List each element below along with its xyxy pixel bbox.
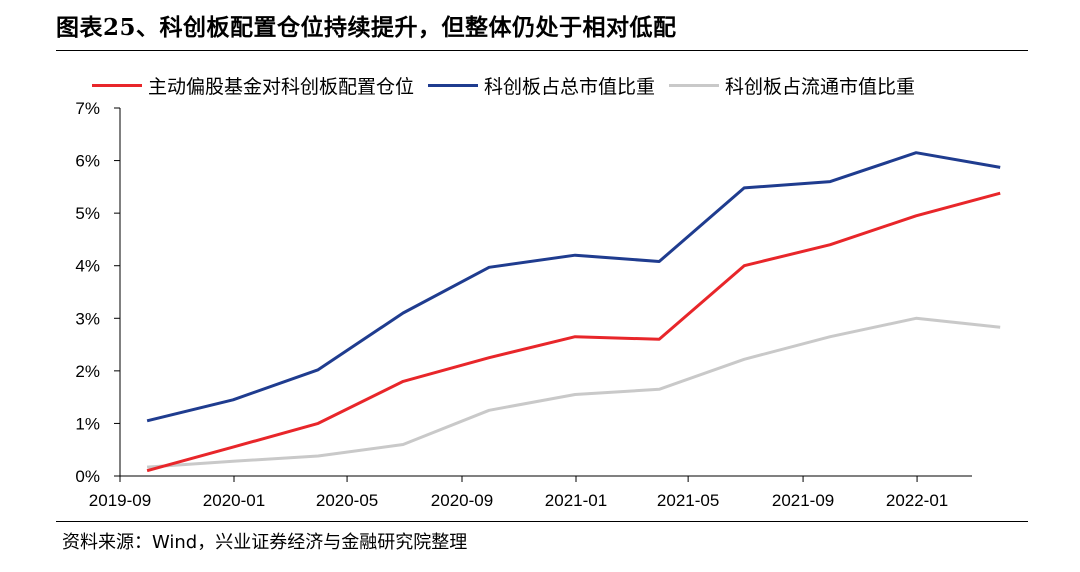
series-line-total-cap [146, 151, 1001, 423]
y-tick-label: 2% [75, 362, 100, 381]
legend-item-total-cap: 科创板占总市值比重 [428, 72, 655, 99]
legend-item-fund-allocation: 主动偏股基金对科创板配置仓位 [92, 72, 414, 99]
y-tick-label: 7% [75, 99, 100, 118]
legend: 主动偏股基金对科创板配置仓位 科创板占总市值比重 科创板占流通市值比重 [92, 72, 929, 99]
x-tick-label: 2020-09 [431, 491, 493, 510]
source-divider [56, 521, 1028, 522]
series-line-float-cap [146, 316, 1001, 469]
x-tick-label: 2021-05 [657, 491, 719, 510]
series-line-fund-allocation [146, 191, 1001, 473]
x-tick-label: 2020-05 [316, 491, 378, 510]
y-tick-label: 4% [75, 257, 100, 276]
x-tick-label: 2019-09 [89, 491, 151, 510]
legend-swatch-gray [669, 84, 720, 87]
legend-item-float-cap: 科创板占流通市值比重 [669, 72, 915, 99]
x-tick-label: 2021-09 [772, 491, 834, 510]
x-tick-label: 2021-01 [545, 491, 607, 510]
y-tick-label: 5% [75, 204, 100, 223]
source-note: 资料来源：Wind，兴业证券经济与金融研究院整理 [62, 532, 468, 553]
legend-label: 科创板占总市值比重 [484, 76, 656, 98]
legend-swatch-red [92, 84, 142, 87]
chart-title: 图表25、科创板配置仓位持续提升，但整体仍处于相对低配 [56, 14, 677, 41]
y-tick-label: 3% [75, 309, 100, 328]
x-tick-label: 2020-01 [203, 491, 265, 510]
y-tick-label: 0% [75, 467, 100, 486]
y-tick-label: 6% [75, 152, 100, 171]
legend-label: 科创板占流通市值比重 [725, 76, 916, 98]
legend-label: 主动偏股基金对科创板配置仓位 [148, 76, 415, 98]
x-tick-label: 2022-01 [886, 491, 948, 510]
y-tick-label: 1% [75, 414, 100, 433]
title-divider [56, 50, 1028, 51]
legend-swatch-blue [428, 84, 479, 87]
